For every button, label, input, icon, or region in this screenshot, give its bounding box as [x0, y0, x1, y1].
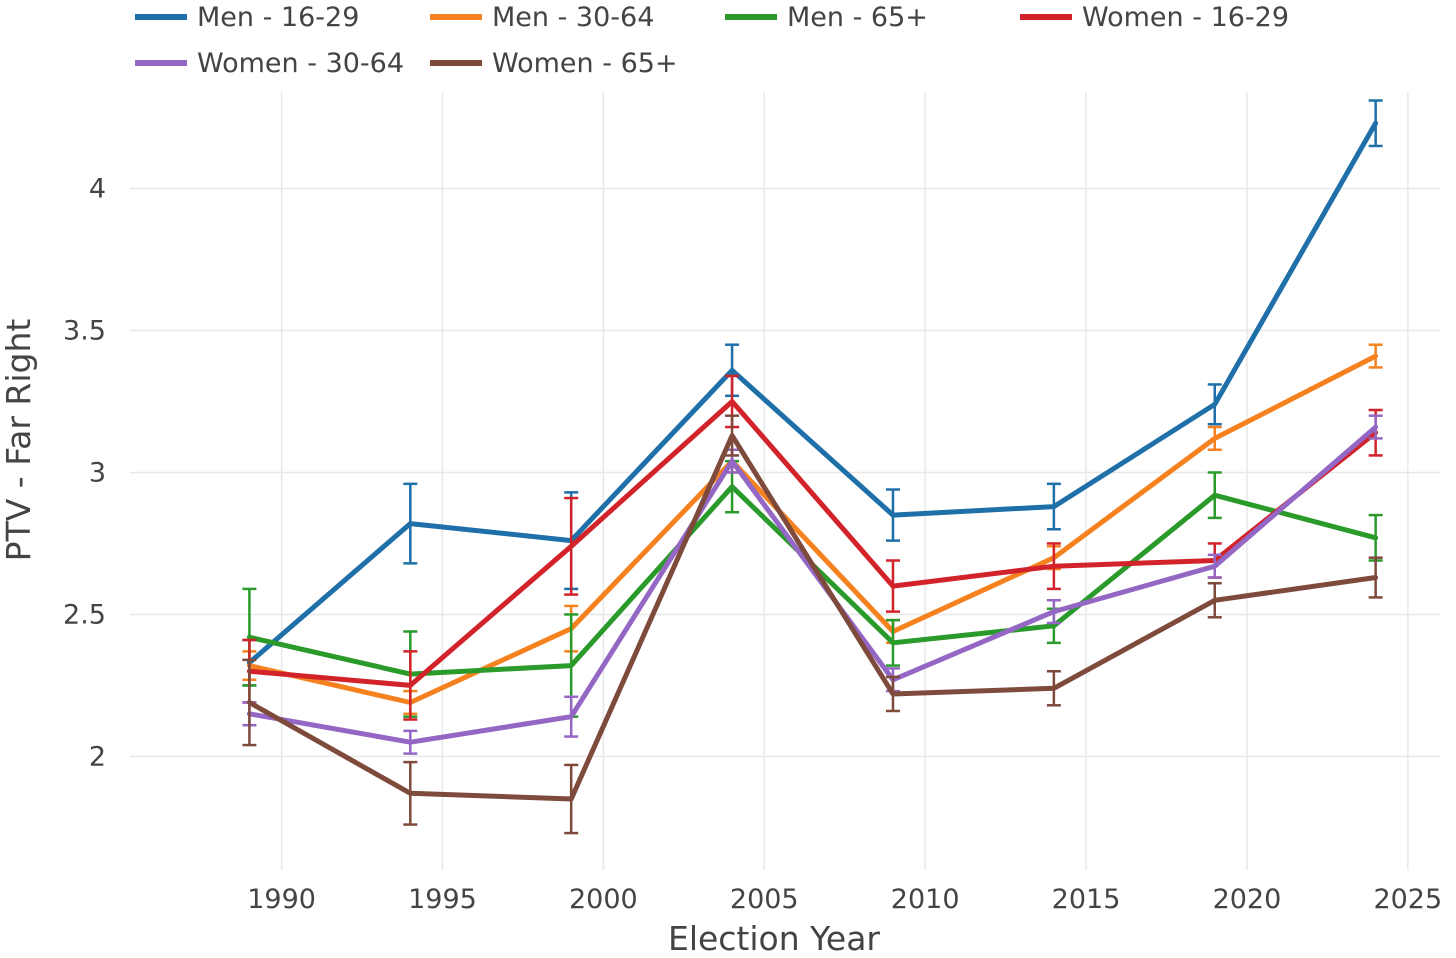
x-tick-label: 2000 — [569, 884, 638, 915]
y-tick-label: 4 — [89, 174, 106, 205]
legend-label: Men - 65+ — [787, 2, 928, 33]
x-tick-label: 2025 — [1373, 884, 1442, 915]
legend-label: Men - 30-64 — [492, 2, 654, 33]
y-tick-label: 2 — [89, 741, 106, 772]
legend-item: Women - 30-64 — [135, 48, 404, 79]
legend-label: Women - 65+ — [492, 48, 678, 79]
y-tick-label: 3.5 — [63, 316, 106, 347]
series-line — [246, 433, 1379, 802]
legend: Men - 16-29 Men - 30-64 Men - 65+ Women - 1… — [135, 2, 1289, 79]
y-tick-labels: 2 2.5 3 3.5 4 — [63, 174, 106, 773]
legend-item: Women - 65+ — [430, 48, 678, 79]
series-line — [246, 353, 1379, 705]
x-tick-label: 2010 — [891, 884, 960, 915]
series-line — [246, 484, 1379, 677]
legend-label: Women - 30-64 — [197, 48, 404, 79]
legend-item: Men - 65+ — [725, 2, 928, 33]
legend-label: Men - 16-29 — [197, 2, 359, 33]
x-tick-label: 1995 — [408, 884, 477, 915]
legend-item: Men - 16-29 — [135, 2, 359, 33]
legend-item: Women - 16-29 — [1020, 2, 1289, 33]
series-3 — [242, 459, 1383, 718]
series-group — [242, 99, 1383, 835]
x-tick-label: 2005 — [730, 884, 799, 915]
x-tick-label: 2020 — [1213, 884, 1282, 915]
legend-item: Men - 30-64 — [430, 2, 654, 33]
y-axis-title: PTV - Far Right — [0, 319, 38, 562]
series-line — [246, 399, 1379, 688]
x-axis-title: Election Year — [668, 919, 880, 958]
series-2 — [242, 343, 1383, 716]
x-tick-label: 2015 — [1052, 884, 1121, 915]
y-tick-label: 2.5 — [63, 599, 106, 630]
series-6 — [242, 414, 1383, 835]
series-line — [246, 424, 1379, 745]
legend-label: Women - 16-29 — [1082, 2, 1289, 33]
y-tick-label: 3 — [89, 457, 106, 488]
x-tick-label: 1990 — [247, 884, 316, 915]
grid-lines — [130, 92, 1440, 870]
series-line — [246, 120, 1379, 666]
x-tick-labels: 1990 1995 2000 2005 2010 2015 2020 2025 — [247, 884, 1442, 915]
series-5 — [242, 414, 1383, 755]
